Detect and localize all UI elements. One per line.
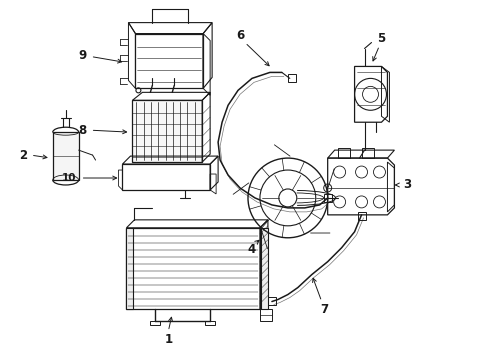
Text: 6: 6 xyxy=(236,29,244,42)
Bar xyxy=(324,194,332,202)
Bar xyxy=(288,75,296,82)
Text: 7: 7 xyxy=(320,303,329,316)
Bar xyxy=(261,228,268,310)
Text: 3: 3 xyxy=(403,179,412,192)
Text: 5: 5 xyxy=(377,32,386,45)
Text: 2: 2 xyxy=(19,149,27,162)
Text: 1: 1 xyxy=(164,333,172,346)
Text: 8: 8 xyxy=(78,124,87,137)
Text: 4: 4 xyxy=(248,243,256,256)
Bar xyxy=(53,132,78,180)
Bar xyxy=(126,228,133,310)
Bar xyxy=(132,100,202,162)
Text: 9: 9 xyxy=(78,49,87,62)
Bar xyxy=(135,33,203,88)
Bar xyxy=(126,228,260,310)
Bar xyxy=(122,164,210,190)
Bar xyxy=(358,212,366,220)
Bar xyxy=(268,297,276,305)
Bar xyxy=(338,148,349,158)
Bar xyxy=(362,148,373,158)
Text: 10: 10 xyxy=(61,173,76,183)
